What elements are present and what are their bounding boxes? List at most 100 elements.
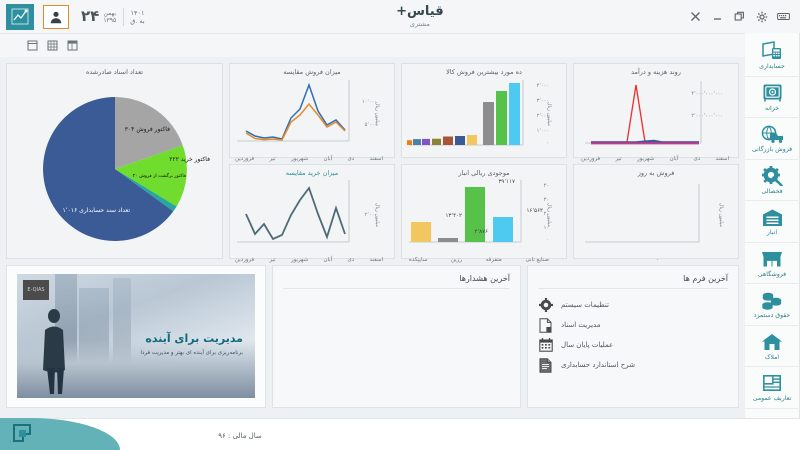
secondary-date-top: ۱۴۰۱: [130, 8, 145, 17]
x-tick: ۰: [656, 257, 659, 263]
user-icon: [50, 11, 62, 23]
user-button[interactable]: [43, 4, 69, 29]
x-tick: دی: [347, 257, 355, 263]
banner-logo: E-QIAS: [23, 280, 49, 300]
x-tick: آبان: [323, 257, 333, 263]
gear-icon[interactable]: [755, 10, 768, 23]
form-item-year-end[interactable]: عملیات پایان سال: [538, 335, 728, 355]
chart-title: میزان فروش مقایسه: [283, 68, 341, 76]
y-tick: ۱٬۰۰۰: [536, 128, 549, 134]
bar-value-label: ۱۶٬۵۶۴: [526, 208, 543, 214]
chart-warehouse-value[interactable]: موجودی ریالی انبار میلیون ریال ۴۰ ۳۰ ۲۰ …: [401, 164, 567, 263]
pie-label-return: فاکتور برگشت از فروش ۲۰: [133, 174, 186, 179]
chart-purchase-comparison[interactable]: میزان خرید مقایسه میلیون ریال ۲٬۰۰۰ اسفن…: [229, 164, 395, 263]
chart-svg: [237, 80, 350, 142]
sidebar-item-label: فخصالی: [761, 187, 783, 195]
grid-icon[interactable]: [46, 39, 59, 52]
panel-title: آخرین فرم ها: [683, 274, 728, 283]
keyboard-icon[interactable]: [777, 10, 790, 23]
workspace: روند هزینه و درآمد ۴٬۰۰۰٬۰۰۰٬۰۰۰ ۲٬۰۰۰٬۰…: [0, 57, 745, 418]
plot-area: میلیون ریال ۱۰٬۰۰۰ ۵٬۰۰۰ اسفند دی: [233, 77, 391, 162]
chart-top-products[interactable]: ده مورد بیشترین فروش کالا میلیون ریال ۴٬…: [401, 63, 567, 158]
document-icon: [538, 317, 553, 333]
sidebar-item-payroll[interactable]: حقوق دستمزد: [744, 284, 800, 326]
coins-icon: [761, 289, 784, 311]
app-subtitle: مشتری: [409, 20, 430, 28]
calendar-icon: [538, 338, 553, 353]
date-display: بهمن ۱۳۹۵ ۲۴: [74, 9, 123, 24]
restore-icon[interactable]: [733, 10, 746, 23]
y-tick: ۴۰: [543, 183, 549, 189]
page-title: قیاس+: [396, 4, 444, 19]
promo-banner-panel[interactable]: E-QIAS مدیریت برای آینده برنامه‌ریزی برا…: [6, 265, 266, 408]
sidebar-item-label: املاک: [764, 353, 780, 361]
pie-slice-value: ۳۰۴: [124, 126, 135, 133]
y-tick: ۴٬۰۰۰: [536, 83, 549, 89]
divider: [123, 7, 125, 26]
y-tick: ۲٬۰۰۰: [364, 212, 377, 218]
x-tick: آبان: [669, 156, 679, 162]
x-tick: تیر: [269, 257, 276, 263]
sidebar-item-commerce[interactable]: فروش بازرگانی: [744, 118, 800, 160]
y-tick: ۱۰: [543, 225, 549, 231]
pie-label-documents: تعداد سند حسابداری ۱٬۰۱۶: [62, 207, 130, 214]
chart-svg: [409, 180, 522, 243]
form-item-settings[interactable]: تنظیمات سیستم: [538, 295, 728, 315]
toolbar-icons: [26, 39, 79, 52]
chart-daily-sales[interactable]: فروش به روز میلیون ریال ۰ ۰: [573, 164, 739, 263]
chart-expense-income[interactable]: روند هزینه و درآمد ۴٬۰۰۰٬۰۰۰٬۰۰۰ ۲٬۰۰۰٬۰…: [573, 63, 739, 162]
commerce-icon: [761, 123, 784, 145]
chart-svg: [585, 184, 700, 243]
sidebar-item-label: حقوق دستمزد: [753, 312, 791, 320]
form-item-document-management[interactable]: مدیریت اسناد: [538, 315, 728, 335]
close-icon[interactable]: [689, 10, 702, 23]
sidebar-item-accounting[interactable]: حسابداری: [744, 35, 800, 77]
definitions-icon: [761, 372, 784, 394]
banner-person: [43, 309, 65, 394]
sidebar-item-label: فروش بازرگانی: [751, 146, 793, 154]
chart-title: موجودی ریالی انبار: [458, 169, 510, 177]
sidebar-item-definitions[interactable]: تعاریف عمومی: [744, 367, 800, 409]
minimize-icon[interactable]: [711, 10, 724, 23]
chart-documents-pie[interactable]: تعداد اسناد صادرشده فاکتور فروش ۳۰۴: [6, 63, 223, 259]
chart-sales-comparison[interactable]: میزان فروش مقایسه میلیون ریال ۱۰٬۰۰۰ ۵٬۰…: [229, 63, 395, 162]
svg-text:G: G: [10, 434, 11, 446]
layout-icon[interactable]: [66, 39, 79, 52]
refresh-icon[interactable]: [26, 39, 39, 52]
x-tick: آبان: [323, 156, 333, 162]
x-tick: فروردین: [235, 257, 255, 263]
accounting-icon: [761, 40, 784, 62]
plot-area: میلیون ریال ۴٬۰۰۰ ۳٬۰۰۰ ۲٬۰۰۰ ۱٬۰۰۰ ۰: [405, 77, 563, 151]
x-tick: صنایع نانی: [525, 257, 549, 263]
sidebar-item-production[interactable]: فخصالی: [744, 160, 800, 201]
bottom-row: آخرین فرم ها تنظیمات سیستم مدیریت اسناد …: [6, 265, 739, 408]
sidebar-item-warehouse[interactable]: انبار: [744, 201, 800, 243]
x-axis-ticks: صنایع نانی متفرقه رزین سایپکده: [409, 257, 549, 263]
form-item-accounting-standard[interactable]: شرح استاندارد حسابداری: [538, 355, 728, 375]
x-tick: متفرقه: [485, 257, 502, 263]
sidebar-item-label: انبار: [766, 229, 778, 237]
gear-icon: [538, 298, 553, 313]
sidebar-item-label: تعاریف عمومی: [752, 395, 792, 403]
x-axis-ticks: اسفند دی آبان شهریور تیر فروردین: [581, 156, 729, 162]
chart-svg: [237, 180, 350, 243]
sidebar-item-realestate[interactable]: املاک: [744, 326, 800, 367]
x-tick: شهریور: [290, 257, 309, 263]
sidebar-item-treasury[interactable]: خزانه: [744, 77, 800, 118]
charts-row-2: فروش به روز میلیون ریال ۰ ۰ موجودی ریال: [229, 164, 739, 263]
x-tick: سایپکده: [409, 257, 428, 263]
chart-title: روند هزینه و درآمد: [631, 68, 681, 76]
sidebar-item-retail[interactable]: فروشگاهی: [744, 243, 800, 284]
sub-toolbar: صفحه اصلی: [0, 33, 800, 57]
x-tick: فروردین: [581, 156, 601, 162]
y-tick: ۰: [718, 214, 721, 220]
plot-area: میلیون ریال ۲٬۰۰۰ اسفند دی آبان شهریور: [233, 178, 391, 263]
chart-title: ده مورد بیشترین فروش کالا: [446, 68, 522, 76]
qias-logo: G: [10, 424, 31, 446]
title-bar: قیاس+ مشتری ۱۴۰۱ به .ق بهمن ۱۳۹۵ ۲۴: [0, 0, 800, 33]
pie-slice-label: فاکتور برگشت از فروش: [139, 174, 186, 179]
brand-button[interactable]: [6, 3, 34, 30]
banner-image: E-QIAS مدیریت برای آینده برنامه‌ریزی برا…: [17, 274, 255, 398]
sidebar: حسابداری خزانه فروش بازرگانی فخصالی انبا: [744, 33, 800, 450]
y-tick: ۳۰: [543, 197, 549, 203]
